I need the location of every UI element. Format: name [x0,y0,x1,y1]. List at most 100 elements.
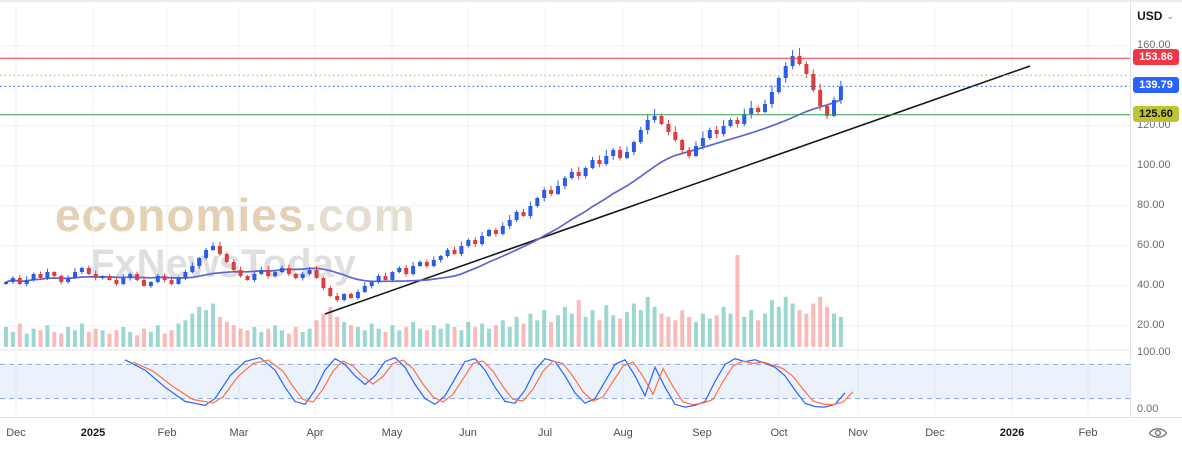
volume-bar [252,326,257,347]
x-axis-label: Apr [306,427,324,439]
candle-body [466,240,471,246]
volume-bar [756,320,761,347]
candle-body [376,276,381,282]
volume-bar [142,328,146,347]
volume-bar [114,330,119,347]
volume-bar [804,313,809,347]
x-axis-label: 2025 [80,427,106,439]
candle-body [521,212,526,216]
volume-bar [424,330,429,347]
volume-bar [452,326,457,347]
volume-bar [73,330,77,347]
volume-bar [135,335,140,347]
volume-bar [307,328,312,347]
volume-bar [790,303,795,347]
volume-bar [707,318,712,347]
volume-bar [645,296,650,347]
candle-body [79,268,84,272]
candle-body [211,246,215,250]
candle-body [638,130,643,142]
candle-body [59,276,64,282]
y-axis-label: 40.00 [1137,279,1165,291]
volume-bar [52,331,57,347]
candle-body [217,246,222,254]
candle-body [590,160,595,168]
candle-body [424,262,429,266]
moving-average-line [5,99,842,283]
y-axis-label: 120.00 [1137,119,1171,131]
candle-body [73,272,77,278]
candle-body [790,56,795,66]
currency-selector[interactable]: USD ⌄ [1134,7,1177,25]
candle-body [811,74,816,90]
candle-body [335,296,340,300]
volume-bar [728,313,733,347]
volume-bar [721,306,726,347]
candle-body [390,272,395,280]
x-axis-label: Nov [848,427,868,439]
volume-bar [93,328,98,347]
volume-bar [321,313,326,347]
volume-bar [24,333,29,347]
candle-body [259,270,264,274]
candle-body [135,274,140,280]
candle-body [418,262,422,266]
candle-body [321,278,326,288]
candle-body [38,274,43,278]
candle-body [286,268,291,274]
volume-bar [659,313,664,347]
volume-bar [763,313,767,347]
candle-body [383,276,388,280]
volume-bar [638,310,643,347]
candle-body [818,90,823,106]
candle-body [162,276,167,280]
volume-bars [4,255,843,347]
trendline[interactable] [324,65,1031,315]
volume-bar [742,316,747,347]
candle-body [431,260,436,266]
volume-bar [825,306,830,347]
candle-body [825,106,830,116]
volume-bar [735,255,740,347]
stochastic-axis-label: 100.00 [1137,346,1171,358]
volume-bar [224,321,229,347]
candle-body [756,108,761,112]
volume-bar [148,331,153,347]
candle-body [542,190,547,198]
candle-body [300,274,305,278]
volume-bar [680,310,685,347]
candle-body [121,278,126,284]
volume-bar [832,313,836,347]
volume-bar [38,330,43,347]
watermark-tagline: FxNewsToday [90,242,356,286]
volume-bar [121,326,126,347]
candle-body [673,132,678,140]
candle-body [576,172,581,176]
candle-body [728,120,733,126]
price-axis[interactable]: 160.00 120.00 100.00 80.00 60.00 40.00 20.00 10… [1130,2,1182,417]
volume-bar [562,306,567,347]
volume-bar [797,310,802,347]
eye-icon[interactable] [1148,425,1168,441]
volume-bar [59,333,64,347]
volume-bar [528,313,533,347]
volume-bar [694,321,698,347]
volume-bar [273,325,278,347]
x-axis-label: Sep [692,427,712,439]
candle-body [169,280,174,284]
time-axis[interactable]: Dec 2025 Feb Mar Apr May Jun Jul Aug Sep Oct Nov Dec… [0,417,1182,449]
volume-bar [217,316,222,347]
candle-body [273,272,278,276]
stochastic-band [0,364,1130,399]
candle-body [604,156,609,164]
volume-bar [618,318,623,347]
volume-bar [818,296,823,347]
candle-body [797,56,802,64]
volume-bar [183,320,188,347]
volume-bar [487,328,491,347]
candle-body [31,274,36,280]
watermark-brand-main: economies [55,189,305,241]
chart-canvas[interactable] [0,2,1182,417]
x-axis-label: Jul [537,427,553,439]
candle-body [452,250,457,254]
